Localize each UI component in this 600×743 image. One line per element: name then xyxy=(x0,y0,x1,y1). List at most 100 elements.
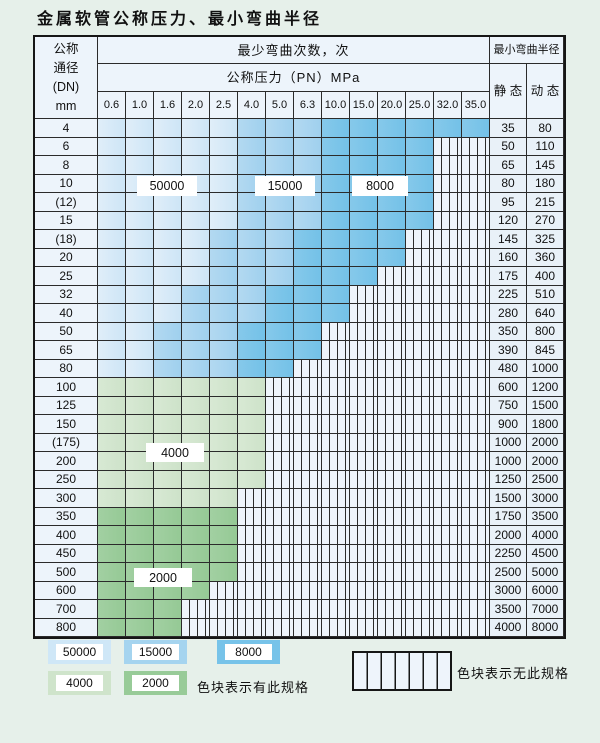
no-spec-cell xyxy=(434,304,462,323)
static-radius-value: 1000 xyxy=(490,452,527,471)
spec-cell xyxy=(294,156,322,175)
no-spec-cell xyxy=(266,489,294,508)
no-spec-cell xyxy=(378,581,406,600)
no-spec-cell xyxy=(434,341,462,360)
spec-cell xyxy=(294,304,322,323)
no-spec-cell xyxy=(462,211,490,230)
spec-cell xyxy=(210,489,238,508)
static-radius-value: 120 xyxy=(490,211,527,230)
spec-cell xyxy=(98,211,126,230)
spec-cell xyxy=(98,433,126,452)
no-spec-cell xyxy=(378,322,406,341)
spec-cell xyxy=(182,470,210,489)
dynamic-radius-value: 1200 xyxy=(527,378,564,397)
no-spec-cell xyxy=(322,600,350,619)
no-spec-cell xyxy=(378,618,406,637)
spec-cell xyxy=(98,618,126,637)
spec-cell xyxy=(294,193,322,212)
no-spec-cell xyxy=(322,618,350,637)
dn-label: 10 xyxy=(35,174,98,193)
spec-cell xyxy=(98,304,126,323)
spec-cell xyxy=(294,119,322,138)
spec-cell xyxy=(238,433,266,452)
pressure-tick: 4.0 xyxy=(238,92,266,119)
spec-cell xyxy=(266,304,294,323)
static-radius-value: 2250 xyxy=(490,544,527,563)
no-spec-cell xyxy=(434,396,462,415)
no-spec-cell xyxy=(350,322,378,341)
no-spec-cell xyxy=(266,470,294,489)
no-spec-cell xyxy=(434,563,462,582)
no-spec-cell xyxy=(350,341,378,360)
no-spec-cell xyxy=(378,433,406,452)
no-spec-cell xyxy=(406,322,434,341)
pressure-tick: 10.0 xyxy=(322,92,350,119)
spec-cell xyxy=(98,396,126,415)
no-spec-cell xyxy=(266,507,294,526)
pressure-tick: 5.0 xyxy=(266,92,294,119)
spec-cell xyxy=(294,230,322,249)
spec-cell xyxy=(126,526,154,545)
no-spec-cell xyxy=(210,581,238,600)
spec-cell xyxy=(350,211,378,230)
no-spec-cell xyxy=(406,618,434,637)
pressure-tick: 6.3 xyxy=(294,92,322,119)
spec-cell xyxy=(154,489,182,508)
spec-cell xyxy=(98,341,126,360)
spec-cell xyxy=(210,156,238,175)
spec-cell xyxy=(154,507,182,526)
dynamic-radius-value: 3500 xyxy=(527,507,564,526)
static-radius-value: 175 xyxy=(490,267,527,286)
spec-cell xyxy=(98,581,126,600)
spec-cell xyxy=(294,322,322,341)
spec-cell xyxy=(238,119,266,138)
no-spec-cell xyxy=(378,341,406,360)
spec-cell xyxy=(154,415,182,434)
spec-cell xyxy=(98,174,126,193)
no-spec-cell xyxy=(350,489,378,508)
dn-label: 25 xyxy=(35,267,98,286)
static-radius-value: 1250 xyxy=(490,470,527,489)
spec-cell xyxy=(266,322,294,341)
spec-cell xyxy=(126,341,154,360)
no-spec-cell xyxy=(462,248,490,267)
spec-cell xyxy=(98,137,126,156)
dn-label: 6 xyxy=(35,137,98,156)
no-spec-cell xyxy=(266,526,294,545)
dynamic-radius-value: 180 xyxy=(527,174,564,193)
static-radius-value: 600 xyxy=(490,378,527,397)
no-spec-cell xyxy=(434,230,462,249)
no-spec-cell xyxy=(350,600,378,619)
no-spec-cell xyxy=(294,396,322,415)
no-spec-cell xyxy=(350,507,378,526)
dynamic-radius-value: 5000 xyxy=(527,563,564,582)
no-spec-cell xyxy=(322,470,350,489)
spec-cell xyxy=(322,304,350,323)
dn-label: 40 xyxy=(35,304,98,323)
legend-swatch-label: 2000 xyxy=(132,675,179,691)
dn-label: (12) xyxy=(35,193,98,212)
spec-cell xyxy=(154,544,182,563)
spec-cell xyxy=(126,378,154,397)
spec-cell xyxy=(266,359,294,378)
dynamic-radius-value: 2000 xyxy=(527,433,564,452)
spec-cell xyxy=(126,156,154,175)
no-spec-cell xyxy=(266,563,294,582)
spec-cell xyxy=(210,137,238,156)
no-spec-cell xyxy=(462,526,490,545)
dynamic-radius-value: 7000 xyxy=(527,600,564,619)
spec-cell xyxy=(294,285,322,304)
no-spec-cell xyxy=(462,452,490,471)
spec-cell xyxy=(266,248,294,267)
no-spec-cell xyxy=(462,137,490,156)
spec-cell xyxy=(182,341,210,360)
spec-cell xyxy=(350,119,378,138)
spec-cell xyxy=(182,526,210,545)
spec-cell xyxy=(210,433,238,452)
dn-label: 200 xyxy=(35,452,98,471)
dynamic-radius-value: 270 xyxy=(527,211,564,230)
spec-cell xyxy=(182,119,210,138)
no-spec-cell xyxy=(294,581,322,600)
spec-cell xyxy=(322,119,350,138)
